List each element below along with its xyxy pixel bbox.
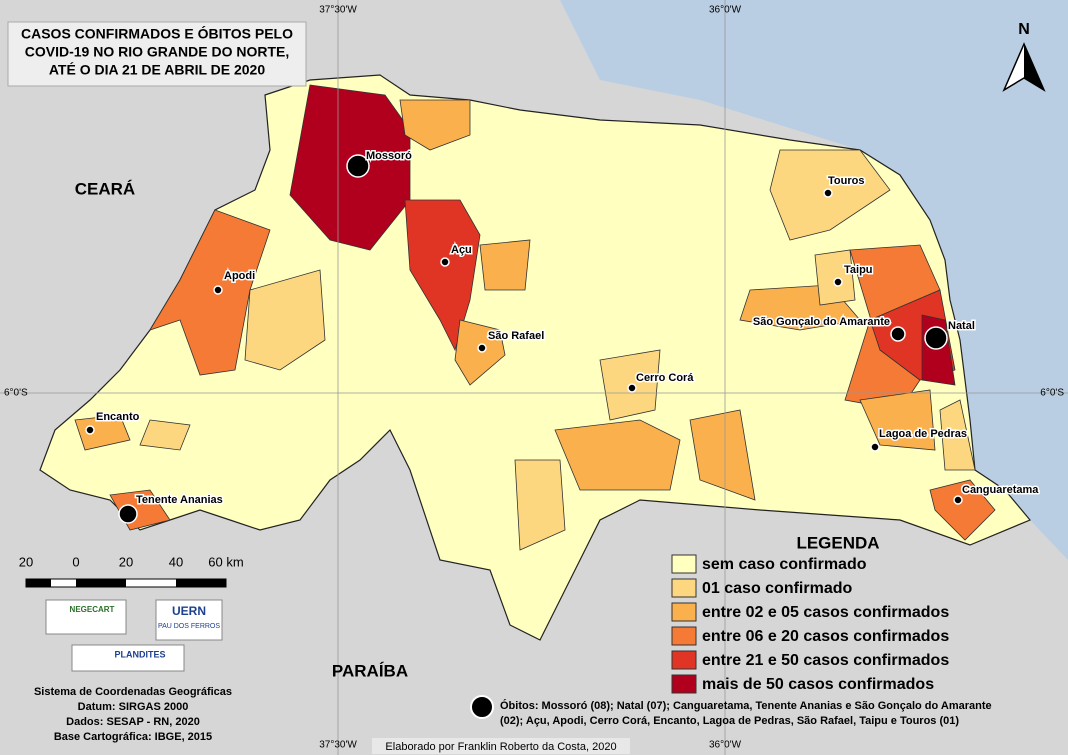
scale-bar: [25, 578, 227, 588]
city-label: Natal: [948, 320, 975, 332]
city-label: São Rafael: [488, 330, 544, 342]
city-label: Canguaretama: [962, 484, 1039, 496]
title-line: ATÉ O DIA 21 DE ABRIL DE 2020: [49, 62, 265, 78]
scale-label: 60 km: [208, 554, 243, 569]
credit: Elaborado por Franklin Roberto da Costa,…: [385, 741, 616, 753]
city-label: Taipu: [844, 264, 873, 276]
city-label: São Gonçalo do Amarante: [753, 316, 890, 328]
city-label: Lagoa de Pedras: [879, 428, 967, 440]
info-text: Datum: SIRGAS 2000: [78, 701, 189, 713]
municipality: [399, 99, 471, 151]
city-label: Apodi: [224, 270, 255, 282]
legend-swatch: [671, 626, 697, 646]
legend-swatch: [671, 650, 697, 670]
city-label: Touros: [828, 175, 864, 187]
death-marker: [85, 425, 95, 435]
sea: [560, 0, 1068, 560]
graticule-label: 37°30'W: [319, 740, 357, 751]
legend-label: entre 06 e 20 casos confirmados: [702, 628, 949, 645]
logo-text: UERN: [172, 604, 206, 618]
city-label: Mossoró: [366, 150, 412, 162]
municipality: [74, 414, 131, 451]
graticule-label: 6°0'S: [4, 388, 28, 399]
municipality: [454, 319, 506, 386]
scale-label: 40: [169, 554, 183, 569]
neighbor-label: PARAÍBA: [332, 661, 408, 680]
death-marker: [477, 343, 487, 353]
north-label: N: [1018, 21, 1030, 38]
death-marker: [627, 383, 637, 393]
death-symbol: [470, 695, 494, 719]
death-marker: [213, 285, 223, 295]
info-text: Dados: SESAP - RN, 2020: [66, 716, 200, 728]
graticule-label: 36°0'W: [709, 740, 742, 751]
graticule-label: 36°0'W: [709, 5, 742, 16]
scale-segment: [26, 579, 51, 587]
neighbor-label: CEARÁ: [75, 179, 135, 198]
logo-text: PAU DOS FERROS: [158, 623, 220, 630]
scale-segment: [176, 579, 226, 587]
credit-box: [372, 738, 630, 754]
municipality: [929, 479, 996, 541]
legend-label: entre 21 e 50 casos confirmados: [702, 652, 949, 669]
legend-swatch: [671, 554, 697, 574]
death-marker: [953, 495, 963, 505]
legend-swatch: [671, 578, 697, 598]
municipality: [814, 249, 856, 306]
scale-label: 20: [119, 554, 133, 569]
deaths-note: Óbitos: Mossoró (08); Natal (07); Cangua…: [500, 699, 992, 712]
title-line: COVID-19 NO RIO GRANDE DO NORTE,: [25, 44, 289, 60]
deaths-note: (02); Açu, Apodi, Cerro Corá, Encanto, L…: [500, 715, 959, 727]
death-marker: [346, 154, 370, 178]
legend-swatch: [671, 674, 697, 694]
death-marker: [924, 326, 948, 350]
legend-label: 01 caso confirmado: [702, 580, 853, 597]
municipality: [149, 209, 271, 376]
scale-segment: [76, 579, 126, 587]
death-marker: [823, 188, 833, 198]
legend-label: mais de 50 casos confirmados: [702, 676, 934, 693]
title-box: [7, 21, 307, 87]
logo-text: PLANDITES: [114, 649, 165, 659]
municipality: [244, 269, 326, 371]
scale-label: 0: [72, 554, 79, 569]
north-arrow-fill: [1024, 44, 1044, 90]
info-text: Base Cartográfica: IBGE, 2015: [54, 731, 212, 743]
municipality: [554, 419, 681, 491]
legend-swatch: [671, 602, 697, 622]
city-label: Encanto: [96, 411, 140, 423]
city-label: Tenente Ananias: [136, 494, 223, 506]
municipality: [514, 459, 566, 551]
graticule-label: 37°30'W: [319, 5, 357, 16]
death-marker: [870, 442, 880, 452]
logo: [155, 599, 223, 641]
legend-label: entre 02 e 05 casos confirmados: [702, 604, 949, 621]
death-marker: [833, 277, 843, 287]
legend-title: LEGENDA: [796, 533, 879, 552]
scale-label: 20: [19, 554, 33, 569]
death-marker: [440, 257, 450, 267]
north-arrow: N: [1002, 21, 1046, 92]
city-label: Açu: [451, 244, 472, 256]
title-line: CASOS CONFIRMADOS E ÓBITOS PELO: [21, 25, 293, 42]
municipality: [689, 409, 756, 501]
municipality: [939, 399, 976, 471]
death-marker: [890, 326, 906, 342]
city-label: Cerro Corá: [636, 372, 694, 384]
legend-label: sem caso confirmado: [702, 556, 867, 573]
death-marker: [118, 504, 138, 524]
info-text: Sistema de Coordenadas Geográficas: [34, 686, 232, 698]
logo: [71, 644, 185, 672]
municipality: [479, 239, 531, 291]
municipality: [139, 419, 191, 451]
logo: [45, 599, 127, 635]
graticule-label: 6°0'S: [1040, 388, 1064, 399]
logo-text: NEGECART: [70, 605, 115, 614]
